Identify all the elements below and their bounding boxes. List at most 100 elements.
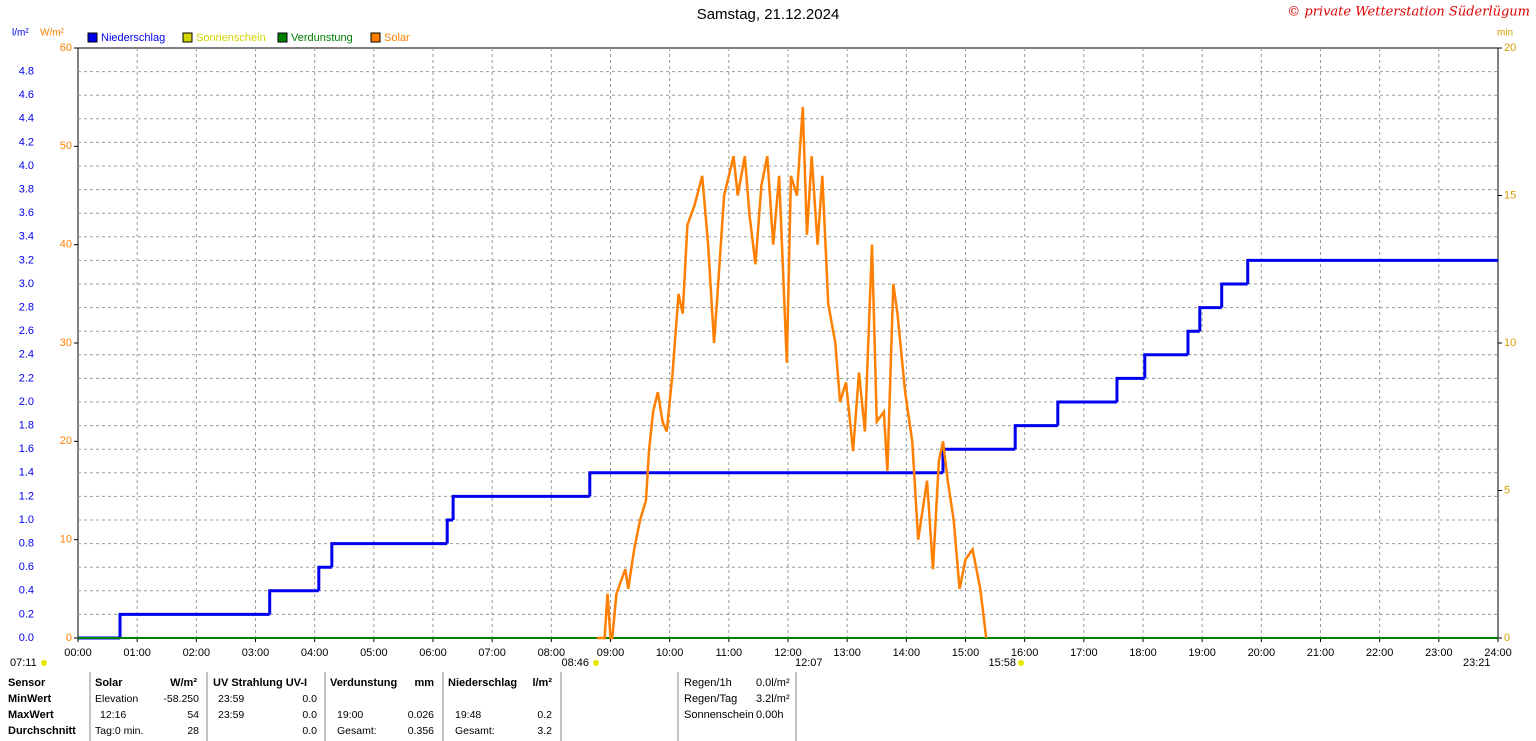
x-tick-label: 12:00 (774, 647, 802, 659)
summary-value: 3.2l/m² (756, 693, 790, 705)
row-label: MaxWert (8, 709, 54, 721)
x-tick-label: 00:00 (64, 647, 92, 659)
table-header: Solar (95, 677, 123, 689)
y-tick-label: 0.8 (19, 538, 34, 550)
credit: © private Wetterstation Süderlügum (1287, 5, 1530, 20)
marker-label: 07:11 (10, 657, 37, 669)
x-tick-label: 15:00 (952, 647, 980, 659)
table-header: Sensor (8, 677, 46, 689)
y-tick-label: 1.6 (19, 443, 34, 455)
y3-axis-unit: min (1497, 28, 1513, 39)
table-cell: 28 (187, 725, 199, 737)
step-segment (1115, 376, 1145, 402)
x-tick-label: 08:00 (538, 647, 566, 659)
markers: 07:11 08:46 12:07 15:58 23:21 (10, 657, 1491, 669)
x-tick-label: 02:00 (183, 647, 211, 659)
marker-dot (41, 660, 47, 666)
y2-tick-label: 50 (60, 140, 72, 152)
y3-tick-label: 20 (1504, 42, 1516, 54)
table-cell: Gesamt: (455, 725, 495, 737)
x-tick-label: 24:00 (1484, 647, 1512, 659)
y3-tick-label: 0 (1504, 632, 1510, 644)
y-tick-label: 3.8 (19, 184, 34, 196)
step-segment (445, 518, 454, 544)
y3-tick-label: 15 (1504, 189, 1516, 201)
table-cell: 0.356 (408, 725, 434, 737)
step-segment (1220, 282, 1248, 308)
table-header: mm (414, 677, 434, 689)
table-cell: Tag:0 min. (95, 725, 143, 737)
x-tick-label: 20:00 (1248, 647, 1276, 659)
x-tick-label: 18:00 (1129, 647, 1157, 659)
table-cell: 0.0 (302, 725, 317, 737)
x-tick-label: 21:00 (1307, 647, 1335, 659)
y-tick-label: 0.0 (19, 632, 34, 644)
marker-dot (1018, 660, 1024, 666)
y2-tick-label: 30 (60, 337, 72, 349)
y-tick-label: 0.4 (19, 585, 34, 597)
y-tick-label: 1.8 (19, 420, 34, 432)
table-cell: Elevation (95, 693, 138, 705)
y-tick-label: 3.6 (19, 207, 34, 219)
step-segment (317, 565, 332, 591)
table-cell: Gesamt: (337, 725, 377, 737)
y2-tick-label: 10 (60, 534, 72, 546)
x-tick-label: 01:00 (123, 647, 151, 659)
x-tick-label: 23:00 (1425, 647, 1453, 659)
y-tick-label: 1.4 (19, 467, 34, 479)
y-tick-label: 4.0 (19, 160, 34, 172)
summary-label: Sonnenschein (684, 709, 754, 721)
y3-tick-label: 10 (1504, 337, 1516, 349)
x-tick-label: 04:00 (301, 647, 329, 659)
legend-swatch (182, 32, 193, 43)
y-tick-label: 1.0 (19, 514, 34, 526)
table-cell: 12:16 (100, 709, 126, 721)
chart-title: Samstag, 21.12.2024 (697, 6, 840, 23)
table-cell: -58.250 (163, 693, 199, 705)
table-cell: 54 (187, 709, 199, 721)
table-cell: 0.026 (408, 709, 434, 721)
marker-label: 15:58 (988, 657, 1016, 669)
legend-swatch (87, 32, 98, 43)
y-tick-label: 2.6 (19, 325, 34, 337)
x-tick-label: 22:00 (1366, 647, 1394, 659)
x-tick-label: 13:00 (833, 647, 861, 659)
marker-label: 23:21 (1463, 657, 1491, 669)
y2-tick-label: 40 (60, 239, 72, 251)
y-tick-label: 4.2 (19, 136, 34, 148)
x-tick-label: 10:00 (656, 647, 684, 659)
marker-dot (593, 660, 599, 666)
legend-label: Verdunstung (291, 32, 353, 44)
row-label: Durchschnitt (8, 725, 76, 737)
x-tick-label: 16:00 (1011, 647, 1039, 659)
step-segment (268, 589, 319, 615)
y-tick-label: 2.0 (19, 396, 34, 408)
table-cell: 19:48 (455, 709, 481, 721)
x-tick-label: 19:00 (1188, 647, 1216, 659)
y-tick-label: 4.8 (19, 66, 34, 78)
x-tick-label: 03:00 (242, 647, 270, 659)
summary-value: 0.0l/m² (756, 677, 790, 689)
step-segment (330, 542, 448, 568)
summary-label: Regen/1h (684, 677, 732, 689)
marker-label: 12:07 (795, 657, 823, 669)
y-tick-label: 3.0 (19, 278, 34, 290)
y-tick-label: 0.6 (19, 561, 34, 573)
y-axis-unit: l/m² (12, 28, 29, 39)
y-tick-label: 3.2 (19, 254, 34, 266)
step-segment (1013, 424, 1058, 450)
step-segment (1198, 306, 1222, 332)
x-tick-label: 07:00 (478, 647, 506, 659)
table-header: UV Strahlung UV-I (213, 677, 307, 689)
summary-value: 0.00h (756, 709, 784, 721)
table-header: W/m² (170, 677, 197, 689)
y2-axis-unit: W/m² (40, 28, 65, 39)
legend-label: Solar (384, 32, 410, 44)
marker-label: 08:46 (561, 657, 589, 669)
y2-tick-label: 60 (60, 42, 72, 54)
x-tick-label: 17:00 (1070, 647, 1098, 659)
step-segment (451, 494, 590, 520)
legend-swatch (370, 32, 381, 43)
table-cell: 0.0 (302, 709, 317, 721)
